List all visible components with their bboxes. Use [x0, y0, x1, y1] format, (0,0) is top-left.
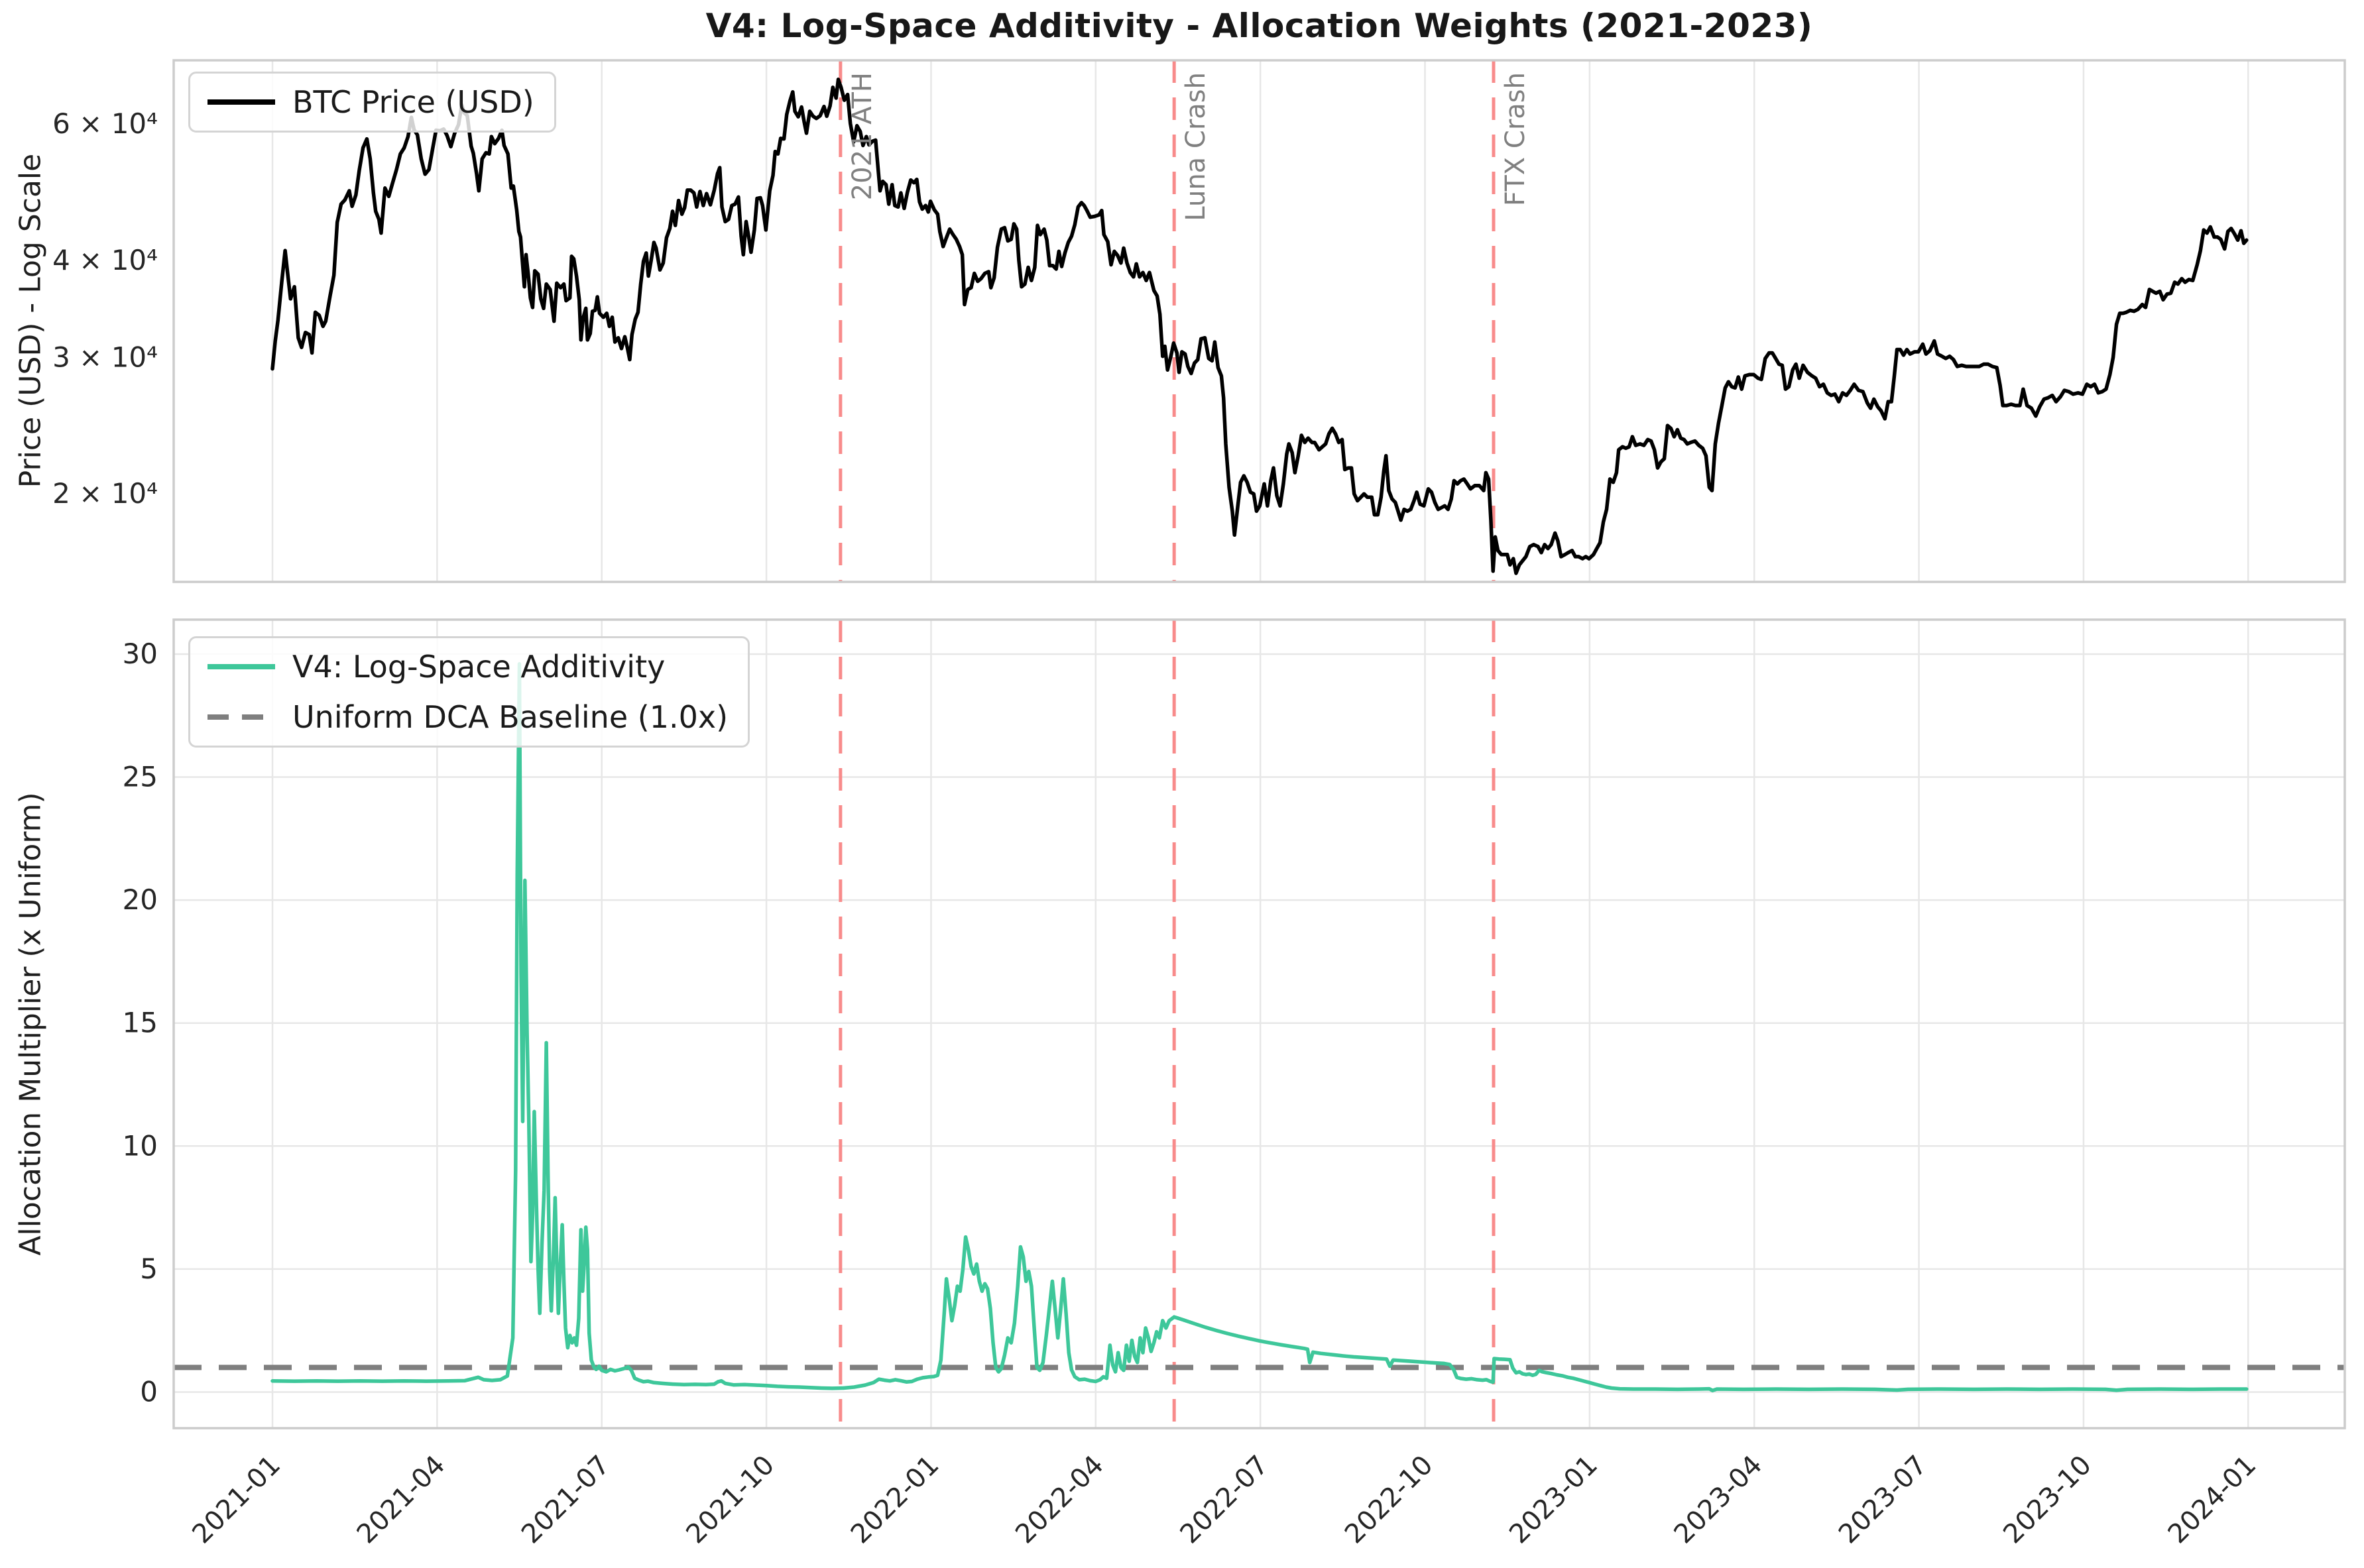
y-tick-label: 2 × 10⁴: [52, 477, 158, 510]
x-tick-label: 2021-01: [186, 1450, 286, 1550]
x-tick-label: 2023-07: [1833, 1450, 1933, 1550]
x-tick-label: 2021-10: [680, 1450, 780, 1550]
legend-item-dca-baseline: Uniform DCA Baseline (1.0x): [207, 699, 728, 735]
event-label: Luna Crash: [1181, 72, 1211, 221]
gridlines: [174, 60, 2345, 1428]
y-tick-label: 20: [123, 883, 158, 916]
y-tick-label: 3 × 10⁴: [52, 341, 158, 373]
y-tick-label: 25: [123, 761, 158, 793]
x-tick-label: 2023-10: [1997, 1450, 2098, 1550]
x-tick-label: 2022-01: [845, 1450, 945, 1550]
x-tick-label: 2022-10: [1339, 1450, 1439, 1550]
event-labels: 2021 ATH Luna Crash FTX Crash: [847, 72, 1531, 221]
y-tick-label: 0: [140, 1375, 158, 1408]
btc-price-line: [270, 78, 2249, 575]
x-tick-label: 2023-01: [1504, 1450, 1604, 1550]
y-tick-label: 5: [140, 1253, 158, 1285]
black-line-sample-icon: [207, 99, 275, 105]
plot-borders: [172, 59, 2346, 1429]
figure-title: V4: Log-Space Additivity - Allocation We…: [705, 7, 1813, 45]
legend-label: V4: Log-Space Additivity: [292, 649, 666, 685]
legend-item-btc-price: BTC Price (USD): [207, 84, 534, 120]
y-tick-label: 15: [123, 1007, 158, 1039]
x-tick-label: 2022-07: [1175, 1450, 1275, 1550]
bottom-chart-legend: V4: Log-Space Additivity Uniform DCA Bas…: [188, 636, 750, 748]
event-label: 2021 ATH: [847, 72, 878, 200]
event-vlines: [839, 60, 1496, 1428]
legend-label: Uniform DCA Baseline (1.0x): [292, 699, 729, 735]
top-y-axis-label: Price (USD) - Log Scale: [13, 153, 48, 488]
x-tick-label: 2021-07: [516, 1450, 616, 1550]
y-tick-label: 4 × 10⁴: [52, 244, 158, 276]
y-tick-label: 6 × 10⁴: [52, 107, 158, 140]
legend-label: BTC Price (USD): [292, 84, 534, 120]
legend-item-v4-allocation: V4: Log-Space Additivity: [207, 649, 728, 685]
top-chart-legend: BTC Price (USD): [188, 72, 556, 133]
y-tick-label: 30: [123, 638, 158, 670]
bottom-y-axis-label: Allocation Multiplier (x Uniform): [13, 792, 48, 1256]
gray-dashed-line-sample-icon: [207, 714, 275, 720]
x-tick-label: 2024-01: [2162, 1450, 2263, 1550]
allocation-multiplier-line: [270, 662, 2249, 1392]
plot-border: [172, 618, 2346, 1429]
green-line-sample-icon: [207, 664, 275, 669]
plot-border: [172, 59, 2346, 583]
data-series: [270, 78, 2249, 1392]
x-tick-label: 2023-04: [1669, 1450, 1769, 1550]
x-tick-label: 2021-04: [351, 1450, 451, 1550]
x-tick-label: 2022-04: [1010, 1450, 1110, 1550]
y-tick-label: 10: [123, 1129, 158, 1162]
event-label: FTX Crash: [1500, 72, 1531, 206]
